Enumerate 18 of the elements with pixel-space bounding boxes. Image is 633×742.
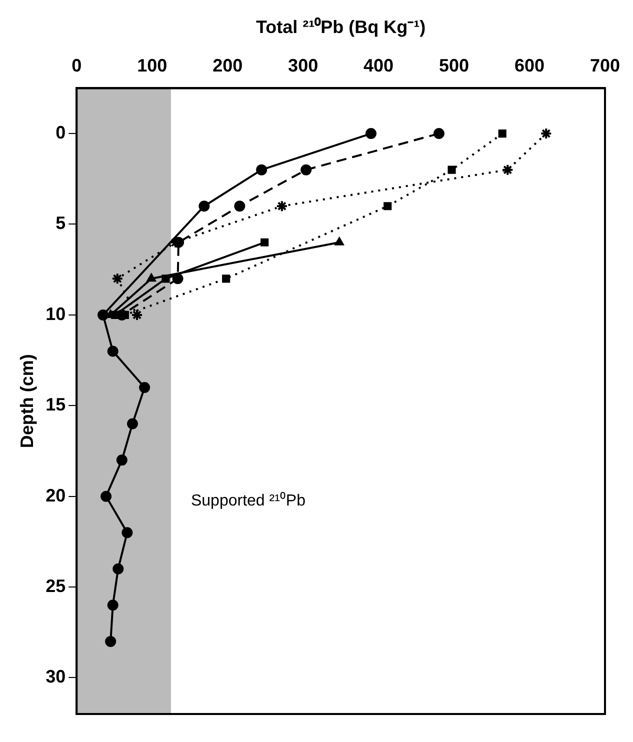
x-tick-label: 300 bbox=[288, 55, 318, 76]
y-tick-label: 0 bbox=[56, 122, 66, 143]
y-tick-label: 10 bbox=[46, 304, 66, 324]
y-tick-label: 20 bbox=[46, 485, 66, 506]
y-tick-label: 15 bbox=[46, 394, 66, 415]
y-axis-title: Depth (cm) bbox=[16, 354, 37, 448]
x-tick-label: 100 bbox=[137, 55, 168, 76]
x-axis-title: Total ²¹⁰Pb (Bq Kg⁻¹) bbox=[256, 16, 426, 37]
x-tick-label: 200 bbox=[212, 55, 243, 76]
x-tick-label: 600 bbox=[514, 55, 545, 76]
y-tick-label: 25 bbox=[46, 576, 66, 596]
y-tick-label: 30 bbox=[46, 666, 66, 687]
band-label: Supported ²¹⁰Pb bbox=[190, 492, 306, 510]
x-tick-label: 700 bbox=[590, 55, 620, 76]
y-tick-label: 5 bbox=[56, 213, 66, 234]
x-tick-label: 0 bbox=[72, 55, 82, 76]
x-tick-label: 500 bbox=[439, 55, 470, 76]
x-tick-label: 400 bbox=[364, 55, 394, 76]
